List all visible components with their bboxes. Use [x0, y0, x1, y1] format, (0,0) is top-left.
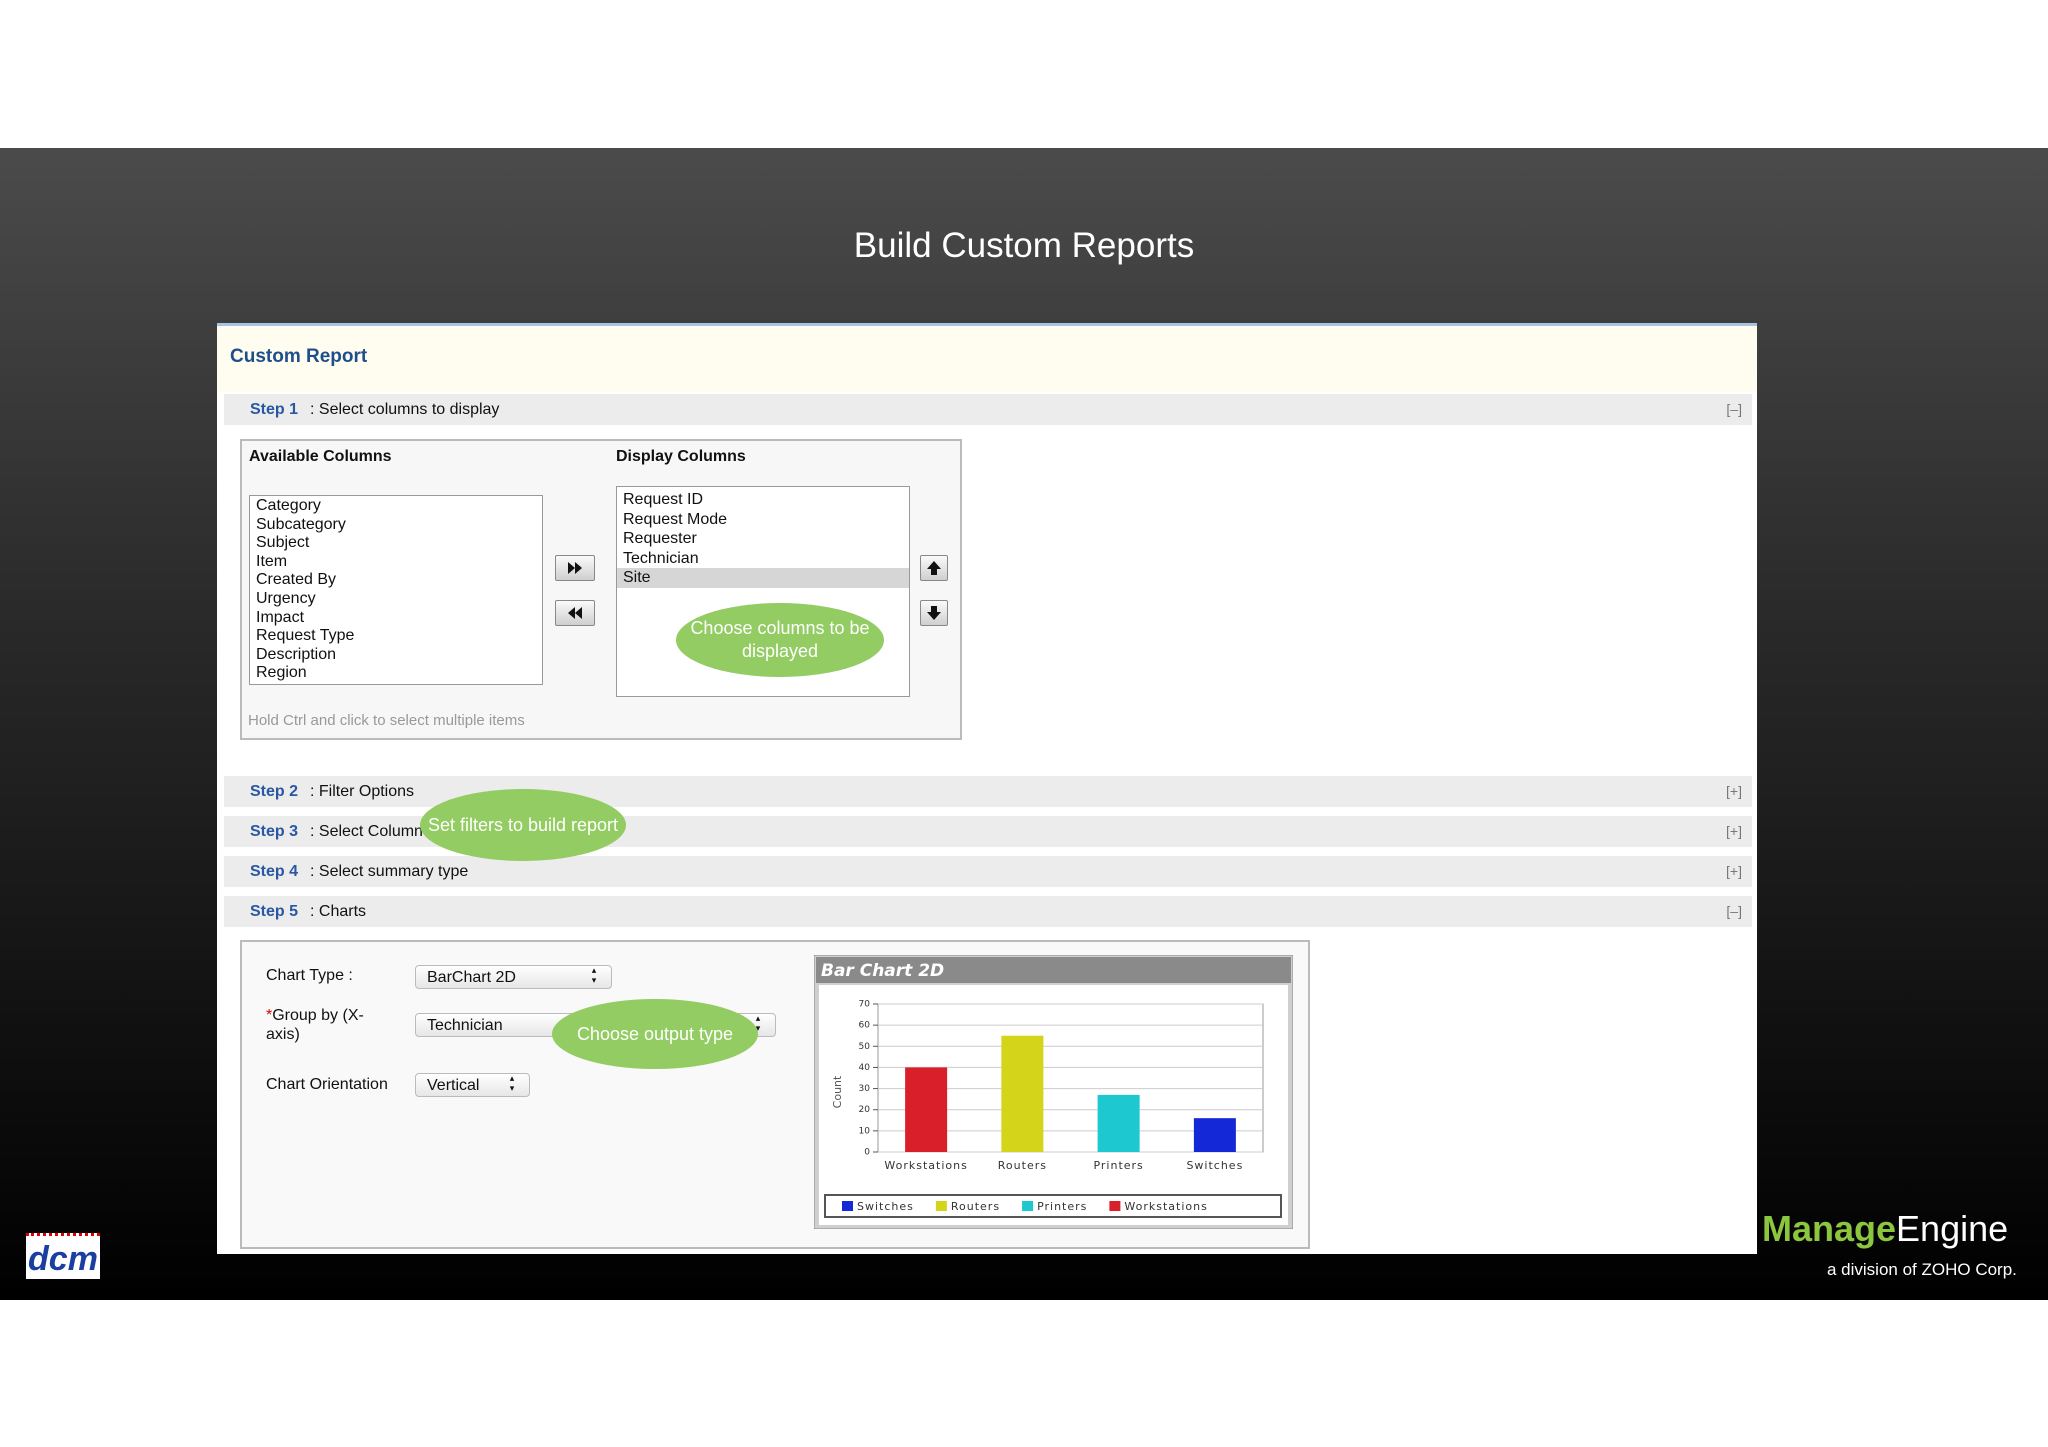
group-by-value: Technician	[427, 1017, 503, 1034]
callout: Choose columns to be displayed	[676, 603, 884, 677]
legend-label: Workstations	[1124, 1200, 1207, 1213]
slide-title: Build Custom Reports	[853, 226, 1195, 265]
list-item[interactable]: Region	[256, 664, 307, 682]
y-tick-label: 30	[859, 1084, 871, 1094]
step-bar[interactable]: Step 4 : Select summary type [+]	[224, 856, 1752, 887]
brand-part: Manage	[1762, 1208, 1897, 1249]
step-label: Step 3	[250, 823, 299, 840]
bar	[1193, 1118, 1236, 1152]
legend-label: Routers	[951, 1200, 1000, 1213]
chart-type-value: BarChart 2D	[427, 969, 516, 986]
group-by-text: Group by (X-axis)	[266, 1007, 364, 1043]
step-label: Step 4	[250, 863, 299, 880]
required-mark: *	[266, 1007, 273, 1024]
y-tick-label: 70	[859, 1000, 871, 1010]
chart-title-bar	[816, 957, 1291, 983]
legend-swatch	[1022, 1201, 1034, 1211]
bar	[1001, 1035, 1044, 1152]
step-label: Step 1	[250, 401, 299, 418]
step-text: : Filter Options	[310, 783, 415, 800]
brand-part: Engine	[1896, 1208, 2009, 1249]
list-item[interactable]: Impact	[256, 608, 305, 626]
legend-box	[824, 1194, 1282, 1218]
bar	[905, 1067, 948, 1152]
legend-swatch	[1109, 1201, 1121, 1211]
list-item[interactable]: Category	[256, 497, 321, 514]
orientation-value: Vertical	[427, 1077, 480, 1094]
chart-type-select[interactable]: BarChart 2D	[415, 965, 612, 989]
list-item[interactable]: Technician	[623, 549, 699, 567]
list-item[interactable]: Created By	[256, 571, 337, 589]
list-item[interactable]: Requester	[623, 530, 697, 547]
callout: Set filters to build report	[420, 789, 626, 861]
y-axis-label: Count	[831, 1075, 844, 1108]
panel-header: Custom Report	[217, 326, 1757, 392]
step-text: : Charts	[310, 903, 367, 920]
list-item[interactable]: Description	[256, 645, 337, 663]
list-item[interactable]: Item	[256, 552, 288, 570]
list-item[interactable]: Subcategory	[256, 515, 346, 533]
group-by-label: *Group by (X-axis)	[266, 1006, 376, 1044]
list-item[interactable]: Site	[617, 568, 909, 588]
step-bar[interactable]: Step 5 : Charts [–]	[224, 896, 1752, 927]
y-tick-label: 60	[859, 1021, 871, 1031]
y-tick-label: 10	[859, 1126, 871, 1136]
step-toggle[interactable]: [+]	[1726, 783, 1742, 799]
x-tick-label: Switches	[1186, 1159, 1243, 1172]
bar	[1097, 1094, 1140, 1152]
chart-type-label: Chart Type :	[266, 967, 353, 984]
x-tick-label: Routers	[998, 1159, 1047, 1172]
step-toggle[interactable]: [–]	[1726, 401, 1742, 417]
list-item[interactable]: Subject	[256, 534, 310, 552]
callout: Choose output type	[552, 999, 758, 1069]
y-tick-label: 40	[859, 1063, 871, 1073]
panel-title: Custom Report	[230, 346, 368, 367]
y-tick-label: 20	[859, 1105, 871, 1115]
step-text: : Select summary type	[310, 863, 469, 880]
x-tick-label: Workstations	[884, 1159, 967, 1172]
y-tick-label: 50	[859, 1042, 871, 1052]
hint: Hold Ctrl and click to select multiple i…	[248, 712, 525, 729]
step-toggle[interactable]: [+]	[1726, 863, 1742, 879]
orientation-label: Chart Orientation	[266, 1076, 388, 1093]
display-title: Display Columns	[616, 448, 746, 465]
brand-logo: ManageEngine	[1762, 1208, 2008, 1250]
step-toggle[interactable]: [–]	[1726, 903, 1742, 919]
move-down-button[interactable]	[920, 600, 948, 626]
available-list[interactable]: Category Subcategory Subject Item Created By…	[249, 495, 543, 685]
legend-label: Printers	[1037, 1200, 1087, 1213]
available-title: Available Columns	[249, 448, 392, 465]
step-text: : Select Column	[310, 823, 423, 840]
legend-swatch	[842, 1201, 853, 1211]
step-label: Step 5	[250, 903, 299, 920]
remove-button[interactable]	[555, 600, 595, 626]
chart: Bar Chart 2D Count 0 10 20 30 40 50 60 70 Workst…	[814, 955, 1293, 1229]
legend-swatch	[935, 1201, 947, 1211]
list-item[interactable]: Request ID	[623, 491, 704, 508]
chart-title: Bar Chart 2D	[821, 961, 944, 981]
move-up-button[interactable]	[920, 555, 948, 581]
legend-label: Switches	[857, 1200, 914, 1213]
step-text: : Select columns to display	[310, 401, 500, 418]
brand-tagline: a division of ZOHO Corp.	[1827, 1260, 2017, 1279]
step-toggle[interactable]: [+]	[1726, 823, 1742, 839]
y-tick-label: 0	[864, 1148, 870, 1158]
add-button[interactable]	[555, 555, 595, 581]
step-bar[interactable]: Step 1 : Select columns to display [–]	[224, 394, 1752, 425]
list-item[interactable]: Request Mode	[623, 510, 728, 528]
dcm-logo: dcm	[26, 1233, 100, 1279]
step-label: Step 2	[250, 783, 299, 800]
x-tick-label: Printers	[1093, 1159, 1143, 1172]
list-item[interactable]: Urgency	[256, 589, 316, 607]
list-item[interactable]: Request Type	[256, 627, 355, 645]
orientation-select[interactable]: Vertical	[415, 1073, 530, 1097]
